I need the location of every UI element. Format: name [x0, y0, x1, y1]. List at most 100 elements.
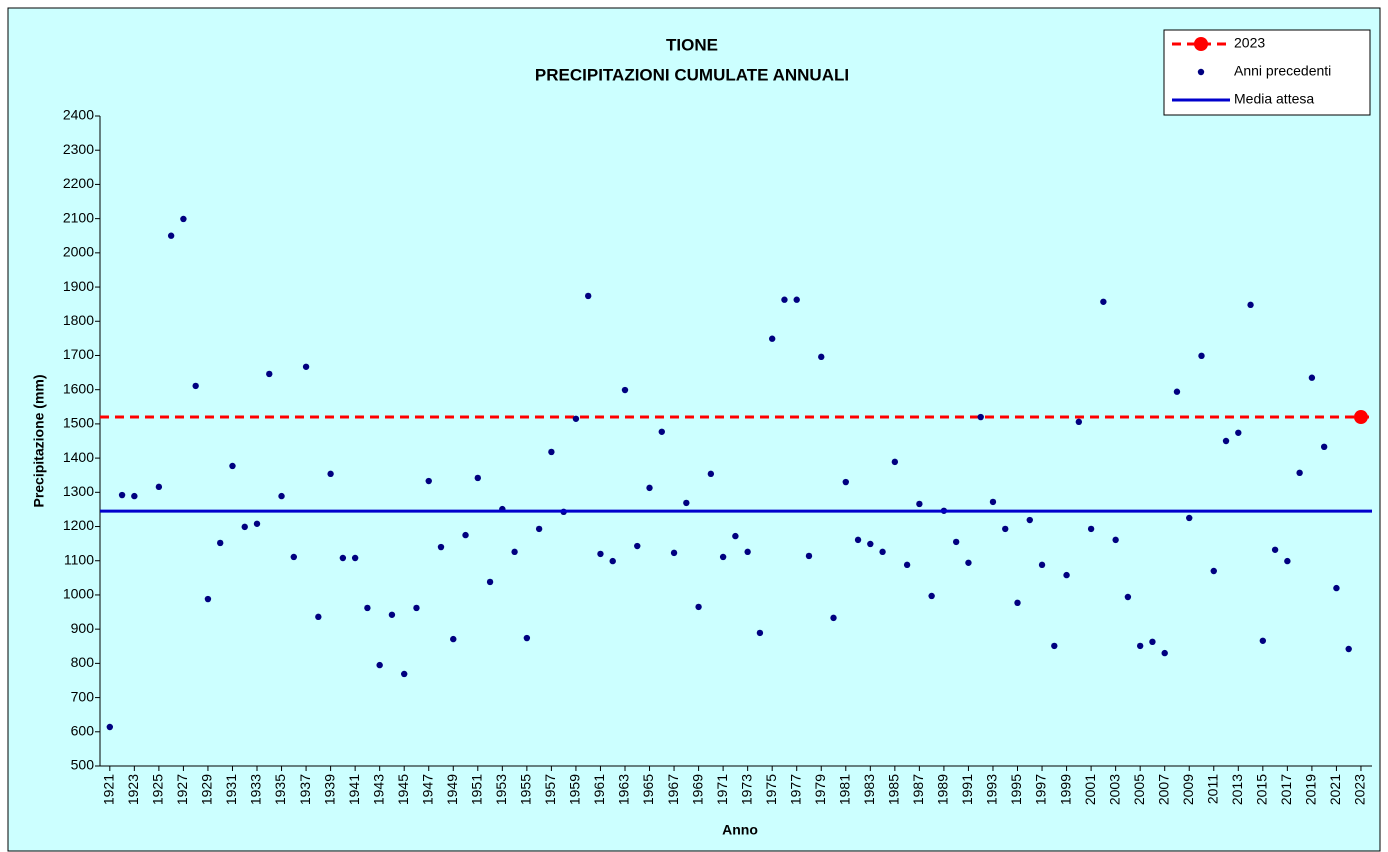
data-point: [376, 661, 383, 669]
data-point: [302, 363, 310, 370]
data-point: [180, 215, 187, 223]
x-tick-label: 1977: [787, 774, 803, 805]
x-tick-label: 1973: [738, 774, 754, 805]
data-point: [511, 548, 518, 556]
data-point: [474, 474, 481, 482]
y-tick-label: 600: [71, 722, 95, 738]
x-tick-label: 1993: [984, 774, 1000, 805]
data-point: [965, 559, 972, 566]
data-point: [683, 499, 690, 507]
x-tick-label: 2011: [1204, 774, 1220, 804]
data-point: [793, 296, 800, 303]
x-tick-label: 2017: [1278, 774, 1294, 805]
x-tick-label: 1975: [763, 774, 779, 805]
data-point: [572, 415, 580, 422]
data-point: [1014, 599, 1021, 607]
x-tick-label: 1945: [395, 774, 411, 805]
x-tick-label: 1985: [886, 774, 902, 805]
x-tick-label: 2003: [1106, 774, 1122, 805]
x-tick-label: 2021: [1327, 774, 1343, 805]
x-tick-label: 1939: [321, 774, 337, 805]
data-point: [364, 604, 371, 612]
data-point: [903, 561, 911, 569]
x-tick-label: 1995: [1008, 774, 1024, 805]
data-point: [413, 604, 420, 612]
x-tick-label: 1999: [1057, 774, 1073, 805]
data-point: [1271, 546, 1279, 553]
legend-label: Anni precedenti: [1234, 63, 1331, 79]
x-tick-label: 1943: [370, 774, 386, 805]
data-point: [1038, 561, 1046, 569]
data-point: [1161, 649, 1168, 657]
x-tick-label: 1955: [518, 774, 534, 805]
data-point: [523, 634, 531, 642]
x-tick-label: 1925: [150, 774, 166, 805]
x-tick-label: 1921: [101, 774, 117, 805]
x-tick-label: 2013: [1229, 774, 1245, 805]
data-point: [241, 523, 248, 531]
x-tick-label: 2009: [1180, 774, 1196, 805]
x-tick-label: 1935: [272, 774, 288, 805]
data-point: [339, 554, 347, 562]
data-point: [1235, 429, 1242, 436]
x-tick-label: 1929: [199, 774, 215, 805]
data-point: [1100, 298, 1107, 305]
data-point: [425, 477, 432, 485]
data-point: [1136, 642, 1144, 650]
y-tick-label: 1100: [64, 551, 94, 567]
data-point: [646, 484, 653, 492]
data-point: [928, 592, 935, 600]
x-tick-label: 1989: [935, 774, 951, 805]
x-tick-label: 1965: [640, 774, 656, 805]
data-point: [1210, 567, 1217, 575]
x-tick-label: 1923: [125, 774, 141, 805]
y-tick-label: 700: [71, 688, 95, 704]
x-axis-title: Anno: [722, 822, 758, 838]
y-tick-label: 1400: [63, 449, 94, 465]
x-tick-label: 1981: [836, 774, 852, 805]
data-point: [1063, 571, 1070, 579]
x-tick-label: 1997: [1033, 774, 1049, 805]
data-point: [916, 500, 923, 508]
data-point: [204, 595, 212, 603]
data-point: [891, 458, 899, 466]
chart-subtitle: PRECIPITAZIONI CUMULATE ANNUALI: [535, 65, 849, 84]
x-tick-label: 1971: [714, 774, 730, 805]
data-point: [401, 670, 408, 678]
x-tick-label: 1937: [297, 774, 313, 805]
data-point: [719, 553, 727, 561]
data-point: [977, 413, 984, 421]
data-point: [217, 539, 224, 547]
data-point: [1002, 525, 1009, 533]
data-point: [830, 614, 837, 622]
data-point: [621, 386, 629, 394]
data-point: [707, 470, 715, 478]
x-tick-label: 1963: [616, 774, 632, 805]
y-tick-label: 800: [71, 654, 95, 670]
y-tick-label: 1600: [63, 380, 94, 396]
data-point: [1186, 514, 1193, 522]
x-tick-label: 1951: [469, 774, 485, 805]
x-tick-label: 1987: [910, 774, 926, 805]
y-tick-label: 1300: [63, 483, 94, 499]
data-point: [1320, 443, 1328, 451]
x-tick-label: 1941: [346, 774, 362, 805]
x-tick-label: 1991: [959, 774, 975, 805]
data-point: [1222, 437, 1230, 445]
data-point: [781, 296, 788, 303]
x-tick-label: 2007: [1155, 774, 1171, 805]
data-point: [1259, 637, 1267, 644]
data-point: [1149, 638, 1156, 646]
x-tick-label: 1969: [689, 774, 705, 805]
chart-area: [7, 7, 1381, 852]
x-tick-label: 1953: [493, 774, 509, 805]
data-point: [805, 552, 813, 560]
data-point: [1087, 525, 1095, 533]
data-point: [732, 532, 739, 540]
legend-swatch: [1194, 37, 1208, 51]
data-point: [695, 603, 702, 611]
x-tick-label: 2005: [1131, 774, 1147, 805]
data-point: [989, 498, 997, 506]
data-point: [867, 540, 874, 548]
x-tick-label: 1947: [419, 774, 435, 805]
